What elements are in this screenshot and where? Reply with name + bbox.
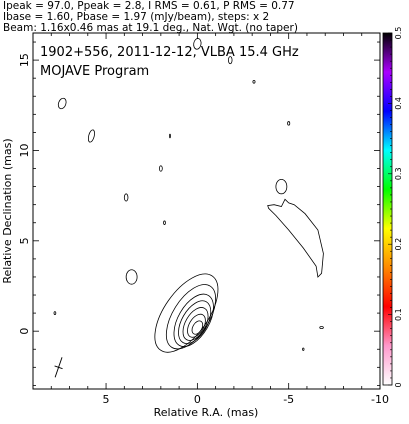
contour-2 (182, 307, 209, 341)
beam-marker (54, 357, 63, 378)
y-axis-label: Relative Declination (mas) (1, 138, 14, 283)
contour-10 (87, 129, 95, 143)
contour-20 (53, 311, 57, 315)
header-line-3: Beam: 1.16x0.46 mas at 19.1 deg., Nat. W… (3, 22, 298, 34)
contour-7 (125, 269, 138, 285)
contour-14 (123, 193, 129, 202)
x-tick-label: -5 (283, 393, 294, 406)
chart-subtitle: MOJAVE Program (40, 64, 149, 79)
contour-12 (228, 56, 233, 65)
header-line-1: Ipeak = 97.0, Ppeak = 2.8, I RMS = 0.61,… (3, 0, 295, 12)
contour-19 (163, 220, 166, 225)
contour-11 (193, 38, 202, 50)
contour-16 (252, 79, 256, 84)
y-axis: 0 5 10 15 (18, 41, 380, 386)
contour-15 (319, 326, 324, 330)
colorbar-tick-label: 0.1 (394, 308, 403, 321)
x-tick-label: 5 (103, 393, 110, 406)
contour-1 (187, 313, 206, 338)
contour-21 (302, 347, 305, 351)
colorbar-tick-label: 0.5 (394, 27, 403, 40)
y-tick-label: 10 (18, 143, 31, 157)
y-tick-label: 15 (18, 53, 31, 67)
contour-18 (169, 133, 171, 139)
header-line-2: Ibase = 1.60, Pbase = 1.97 (mJy/beam), s… (3, 11, 269, 23)
contour-13 (158, 165, 163, 172)
x-axis: 5 0 -5 -10 (32, 33, 389, 406)
chart-title: 1902+556, 2011-12-12, VLBA 15.4 GHz (40, 45, 299, 60)
jet-contour (267, 198, 324, 278)
colorbar: 0 0.1 0.2 0.3 0.4 0.5 (382, 27, 403, 388)
x-axis-label: Relative R.A. (mas) (154, 406, 259, 419)
contour-5 (165, 284, 217, 350)
colorbar-tick-label: 0.2 (394, 238, 403, 251)
y-tick-label: 5 (18, 237, 31, 244)
contour-6 (154, 273, 219, 353)
beam-minor-axis (54, 365, 63, 370)
colorbar-tick-label: 0.3 (394, 167, 403, 180)
contour-8 (275, 178, 288, 195)
plot-frame (32, 32, 381, 390)
x-tick-label: 0 (194, 393, 201, 406)
contour-9 (57, 97, 67, 110)
contour-group (53, 38, 324, 353)
colorbar-tick-label: 0 (394, 382, 403, 387)
y-tick-label: 0 (18, 328, 31, 335)
x-tick-label: -10 (371, 393, 389, 406)
contour-4 (173, 293, 214, 347)
contour-3 (178, 300, 212, 344)
colorbar-tick-label: 0.4 (394, 97, 403, 110)
contour-17 (287, 121, 291, 126)
